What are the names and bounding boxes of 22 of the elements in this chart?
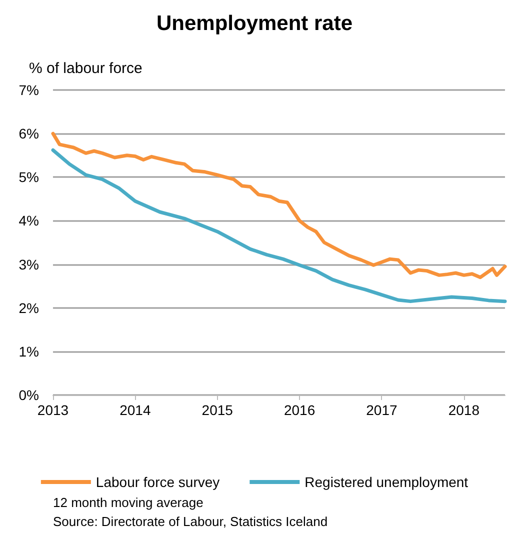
y-tick-label: 5% [18, 169, 39, 186]
x-tick-label: 2018 [448, 402, 480, 418]
y-tick-label: 4% [18, 212, 39, 229]
x-tick-label: 2013 [37, 402, 69, 418]
source-note: Source: Directorate of Labour, Statistics Iceland [53, 514, 328, 529]
x-tick-label: 2017 [366, 402, 398, 418]
y-tick-label: 0% [18, 387, 39, 403]
line-series [51, 148, 507, 304]
y-tick-label: 6% [18, 126, 39, 142]
legend-label: Labour force survey [96, 474, 220, 490]
y-tick-label: 1% [18, 343, 39, 360]
chart-title: Unemployment rate [156, 12, 353, 35]
x-tick-label: 2015 [202, 402, 234, 418]
y-tick-label: 7% [18, 82, 39, 98]
legend-label: Registered unemployment [304, 474, 468, 490]
x-tick-label: 2016 [284, 402, 316, 418]
y-tick-label: 2% [18, 300, 39, 316]
text: 12 month moving average [53, 495, 204, 510]
y-axis-title: % of labour force [29, 60, 142, 77]
y-tick-label: 3% [18, 256, 39, 272]
x-tick-label: 2014 [120, 402, 151, 418]
line-series [51, 132, 507, 280]
